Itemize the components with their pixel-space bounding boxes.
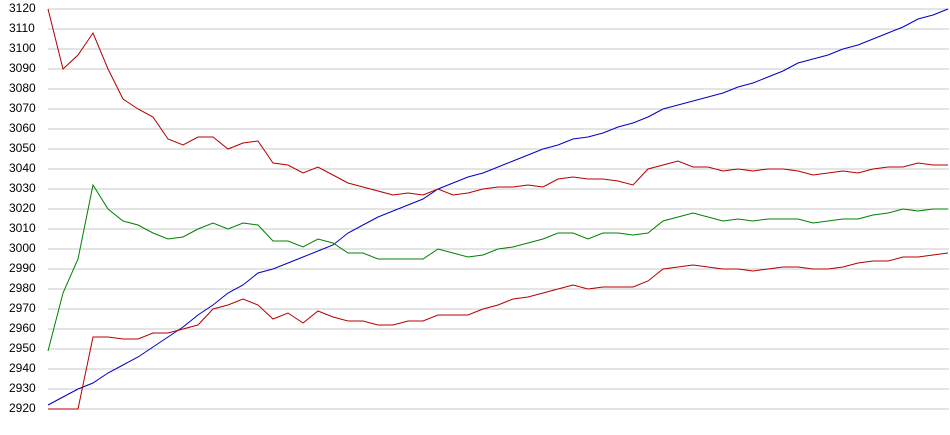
y-tick-label: 3100 [9, 41, 36, 55]
y-tick-label: 3070 [9, 101, 36, 115]
y-tick-label: 2990 [9, 261, 36, 275]
y-tick-label: 3080 [9, 81, 36, 95]
y-tick-label: 3020 [9, 201, 36, 215]
y-tick-label: 3050 [9, 141, 36, 155]
y-tick-label: 2960 [9, 321, 36, 335]
y-tick-label: 3040 [9, 161, 36, 175]
y-tick-label: 3000 [9, 241, 36, 255]
y-tick-label: 3010 [9, 221, 36, 235]
y-tick-label: 2940 [9, 361, 36, 375]
series-line [47, 8, 949, 406]
series-line [47, 183, 948, 352]
series-line [47, 8, 948, 196]
y-tick-label: 3090 [9, 61, 36, 75]
y-tick-label: 2950 [9, 341, 36, 355]
y-tick-label: 3110 [9, 21, 35, 35]
y-tick-label: 3030 [9, 181, 36, 195]
y-tick-label: 3120 [9, 1, 36, 15]
y-tick-label: 2920 [9, 401, 36, 415]
y-tick-label: 2970 [9, 301, 36, 315]
series-line [48, 252, 949, 410]
y-tick-label: 3060 [9, 121, 36, 135]
y-tick-label: 2930 [9, 381, 36, 395]
y-tick-label: 2980 [9, 281, 36, 295]
